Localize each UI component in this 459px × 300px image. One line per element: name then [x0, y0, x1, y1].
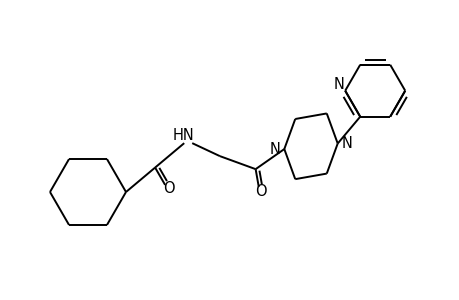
- Text: HN: HN: [172, 128, 194, 142]
- Text: N: N: [333, 77, 344, 92]
- Text: N: N: [269, 142, 280, 157]
- Text: O: O: [163, 182, 174, 196]
- Text: N: N: [341, 136, 352, 151]
- Text: O: O: [254, 184, 266, 200]
